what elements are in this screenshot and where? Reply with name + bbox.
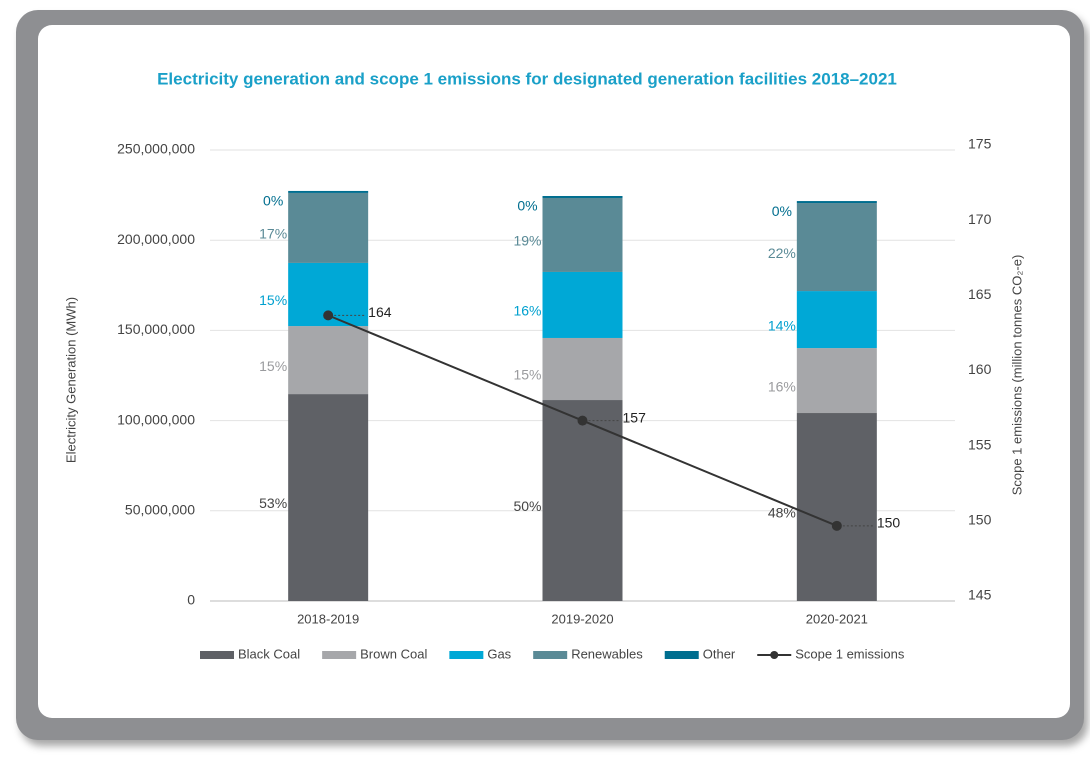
y2-axis-title: Scope 1 emissions (million tonnes CO₂-e) [1009, 255, 1024, 496]
bar-segment [796, 203, 877, 292]
point-label: 164 [368, 304, 392, 320]
legend-label: Brown Coal [360, 646, 427, 661]
share-label: 16% [768, 378, 796, 394]
y-tick-label: 250,000,000 [117, 141, 195, 157]
bar-segment [288, 326, 369, 395]
point-label: 150 [877, 515, 901, 531]
y2-tick-label: 160 [968, 361, 992, 377]
y2-tick-label: 155 [968, 436, 992, 452]
share-label: 50% [513, 498, 541, 514]
legend-label: Renewables [571, 646, 643, 661]
bar-segment [796, 413, 877, 601]
line-point [831, 520, 842, 531]
share-label: 19% [513, 233, 541, 249]
legend-swatch [449, 651, 484, 659]
legend-swatch [322, 651, 357, 659]
y-tick-label: 150,000,000 [117, 321, 195, 337]
y2-tick-label: 150 [968, 512, 992, 528]
x-tick-label: 2018-2019 [297, 611, 359, 626]
bar-segment [796, 291, 877, 349]
legend-label: Gas [487, 646, 511, 661]
chart-title: Electricity generation and scope 1 emiss… [157, 69, 897, 88]
bar-segment [542, 196, 623, 198]
bar-segment [288, 394, 369, 601]
bar-segment [542, 197, 623, 272]
y2-tick-label: 145 [968, 587, 992, 603]
legend-swatch [533, 651, 568, 659]
bar-segment [796, 201, 877, 204]
y2-tick-label: 170 [968, 211, 992, 227]
bar-segment [796, 348, 877, 414]
x-tick-label: 2020-2021 [806, 611, 868, 626]
y2-tick-label: 175 [968, 136, 992, 152]
bar-segment [542, 337, 623, 401]
legend-label: Other [703, 646, 736, 661]
bar-segment [288, 192, 369, 263]
legend-marker [770, 651, 779, 659]
y-axis-title: Electricity Generation (MWh) [63, 297, 78, 463]
bar-segment [288, 190, 369, 193]
share-label: 16% [513, 303, 541, 319]
share-label: 14% [768, 317, 796, 333]
point-label: 157 [623, 409, 647, 425]
legend-label: Black Coal [238, 646, 300, 661]
line-point [577, 415, 588, 426]
share-label: 17% [259, 226, 287, 242]
y2-tick-label: 165 [968, 286, 992, 302]
bar-segment [542, 271, 623, 338]
share-label: 0% [263, 193, 283, 209]
y-tick-label: 0 [187, 592, 195, 608]
y-tick-label: 50,000,000 [125, 502, 195, 518]
x-tick-label: 2019-2020 [551, 611, 613, 626]
share-label: 15% [513, 367, 541, 383]
y-tick-label: 100,000,000 [117, 411, 195, 427]
share-label: 0% [772, 203, 792, 219]
share-label: 0% [517, 198, 537, 214]
legend-swatch [200, 651, 234, 659]
share-label: 48% [768, 505, 796, 521]
share-label: 15% [259, 358, 287, 374]
y-tick-label: 200,000,000 [117, 231, 195, 247]
line-point [323, 310, 334, 321]
legend-swatch [664, 651, 699, 659]
share-label: 22% [768, 245, 796, 261]
legend-label: Scope 1 emissions [795, 646, 905, 661]
bar-segment [542, 400, 623, 601]
share-label: 15% [259, 292, 287, 308]
share-label: 53% [259, 495, 287, 511]
